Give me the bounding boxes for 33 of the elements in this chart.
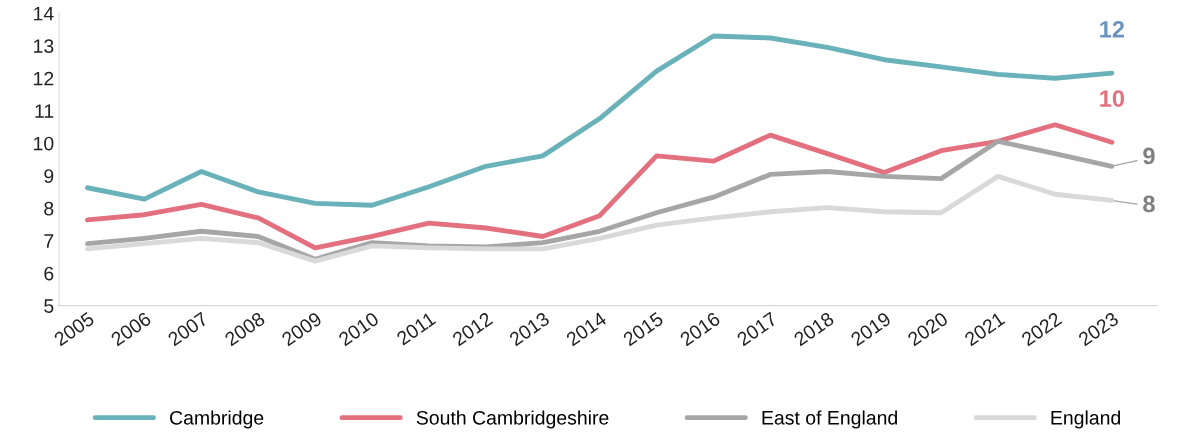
y-tick-label: 8 (44, 201, 54, 216)
x-tick-label: 2014 (565, 311, 608, 347)
x-tick-label: 2020 (906, 311, 949, 347)
x-tick-label: 2013 (508, 311, 551, 347)
y-tick-label: 12 (34, 71, 54, 86)
x-tick-label: 2016 (679, 311, 721, 347)
x-tick-label: 2023 (1077, 311, 1120, 347)
x-tick-label: 2006 (110, 311, 152, 347)
y-tick-label: 5 (44, 299, 54, 313)
x-tick-label: 2012 (451, 311, 494, 347)
legend-label: South Cambridgeshire (416, 410, 609, 429)
y-tick-label: 9 (44, 169, 54, 183)
x-tick-label: 2009 (280, 311, 323, 347)
legend-label: England (1051, 410, 1121, 429)
y-tick-label: 10 (34, 136, 54, 151)
y-tick-label: 11 (35, 104, 54, 118)
annotation: 10 (1100, 90, 1125, 107)
annotation: 12 (1100, 21, 1125, 38)
x-tick-label: 2021 (963, 311, 1006, 347)
y-tick-label: 6 (44, 266, 54, 281)
legend-label: East of England (762, 410, 897, 429)
x-tick-label: 2018 (792, 311, 835, 347)
annotation: 8 (1143, 195, 1155, 213)
x-tick-label: 2008 (223, 311, 266, 347)
x-tick-label: 2010 (337, 311, 380, 347)
y-tick-label: 14 (34, 6, 54, 21)
x-tick-label: 2022 (1020, 311, 1063, 347)
x-tick-label: 2019 (849, 311, 892, 347)
y-tick-label: 13 (34, 39, 54, 54)
legend-label: Cambridge (170, 410, 264, 429)
x-tick-label: 2011 (395, 311, 437, 346)
annotation: 9 (1143, 147, 1155, 165)
y-tick-label: 7 (44, 234, 54, 248)
